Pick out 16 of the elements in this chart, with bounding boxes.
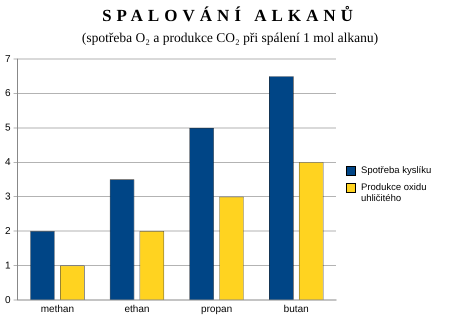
chart-title: SPALOVÁNÍ ALKANŮ bbox=[101, 6, 359, 27]
legend-label: Produkce oxidu uhličitého bbox=[361, 182, 428, 204]
y-tick-label: 5 bbox=[5, 122, 11, 134]
y-tick-label: 4 bbox=[5, 157, 11, 168]
y-tick-label: 7 bbox=[5, 54, 11, 65]
y-tick-label: 0 bbox=[5, 294, 11, 306]
y-tick-label: 6 bbox=[5, 88, 11, 100]
x-tick-label: methan bbox=[40, 304, 74, 315]
x-tick-label: propan bbox=[201, 304, 232, 315]
x-tick-label: butan bbox=[284, 304, 309, 315]
y-tick-label: 1 bbox=[5, 260, 11, 272]
y-tick-label: 2 bbox=[5, 226, 11, 237]
y-tick-label: 3 bbox=[5, 191, 11, 202]
legend-label: Spotřeba kyslíku bbox=[361, 164, 432, 176]
x-tick-label: ethan bbox=[124, 304, 150, 315]
chart-subtitle: (spotřeba O₂ a produkce CO₂ při spálení 1 mol alkanu) bbox=[80, 30, 380, 47]
